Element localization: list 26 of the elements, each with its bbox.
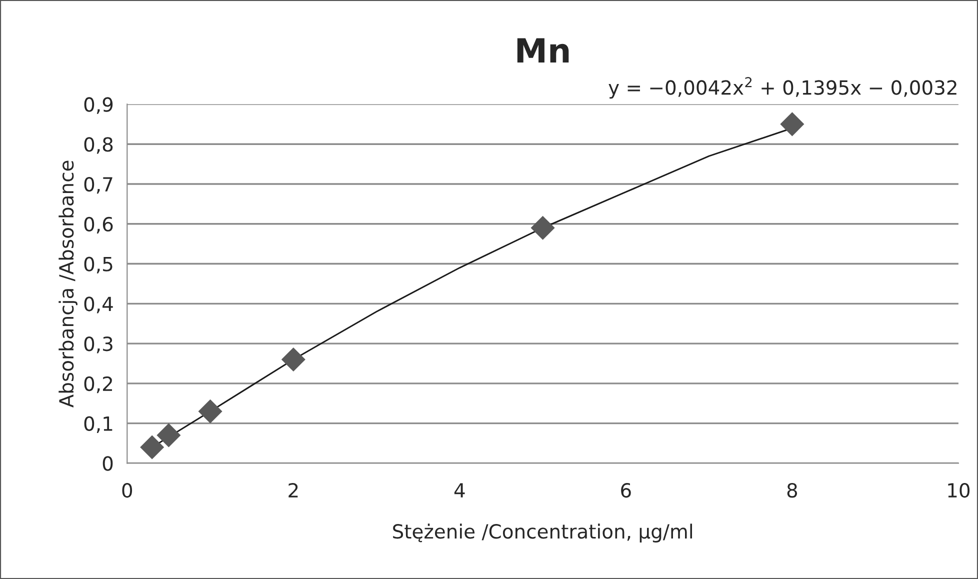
y-tick-label: 0,8 bbox=[84, 137, 113, 154]
point bbox=[140, 435, 164, 460]
x-tick-label: 10 bbox=[948, 482, 970, 498]
y-tick-label: 0,5 bbox=[84, 256, 112, 274]
y-tick-label: 0,6 bbox=[84, 216, 113, 234]
point bbox=[156, 423, 181, 448]
y-tick-label: 0,7 bbox=[84, 176, 112, 194]
y-tick-label: 0,9 bbox=[84, 97, 113, 114]
text: y = −0,0042x$^{2}$ + 0,1395x − 0,0032 bbox=[608, 77, 956, 99]
point bbox=[530, 216, 555, 240]
point bbox=[780, 112, 804, 136]
y-tick-label: 0,3 bbox=[84, 336, 112, 354]
y-axis-title: Absorbancja /Absorbance bbox=[58, 160, 78, 408]
x-axis-title: Stężenie /Concentration, µg/ml bbox=[393, 524, 692, 543]
y-tick-label: 0,2 bbox=[84, 376, 112, 394]
x-tick-label: 4 bbox=[454, 483, 465, 498]
y-tick-label: 0,4 bbox=[84, 296, 113, 314]
y-tick-label: 0,1 bbox=[84, 416, 112, 433]
x-tick-label: 6 bbox=[621, 482, 631, 498]
x-tick-label: 2 bbox=[288, 482, 298, 498]
x-tick-label: 8 bbox=[787, 482, 798, 498]
x-tick-label: 0 bbox=[122, 482, 132, 498]
point bbox=[198, 399, 222, 424]
y-tick-label: 0 bbox=[102, 456, 113, 471]
chart-title: Mn bbox=[517, 38, 569, 63]
point bbox=[281, 347, 306, 372]
